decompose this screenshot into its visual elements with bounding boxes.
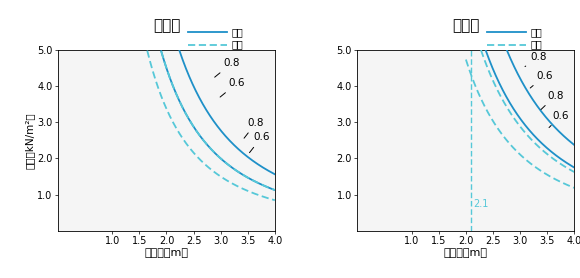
- Text: 0.6: 0.6: [530, 71, 553, 88]
- Title: 単純梁: 単純梁: [153, 19, 180, 34]
- Text: 2.1: 2.1: [473, 199, 488, 209]
- X-axis label: スパン（m）: スパン（m）: [144, 248, 188, 258]
- Text: 0.6: 0.6: [549, 111, 569, 128]
- Text: 0.8: 0.8: [244, 118, 264, 138]
- Text: 0.6: 0.6: [249, 132, 270, 153]
- Text: 0.6: 0.6: [220, 78, 245, 97]
- Text: 正圧: 正圧: [231, 27, 243, 37]
- X-axis label: スパン（m）: スパン（m）: [444, 248, 488, 258]
- Text: 負圧: 負圧: [531, 40, 542, 49]
- Text: 0.8: 0.8: [525, 52, 548, 66]
- Text: 0.8: 0.8: [215, 58, 240, 77]
- Title: 連続梁: 連続梁: [452, 19, 480, 34]
- Text: 0.8: 0.8: [541, 91, 564, 110]
- Text: 正圧: 正圧: [531, 27, 542, 37]
- Text: 負圧: 負圧: [231, 40, 243, 49]
- Y-axis label: 荷重（kN/m²）: 荷重（kN/m²）: [24, 112, 34, 169]
